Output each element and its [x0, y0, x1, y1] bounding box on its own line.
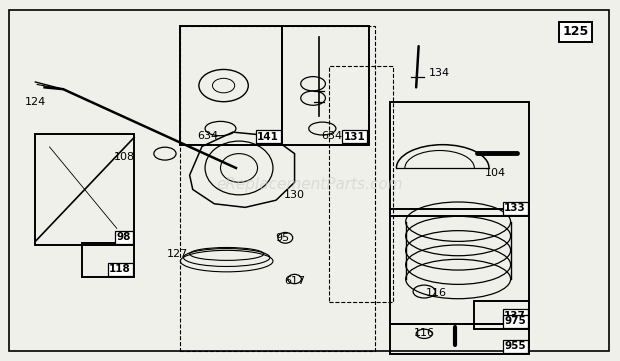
Text: 141: 141 — [257, 132, 279, 142]
Text: 125: 125 — [562, 25, 588, 38]
Text: eReplacementParts.com: eReplacementParts.com — [216, 177, 404, 192]
Text: 104: 104 — [485, 168, 506, 178]
Text: 127: 127 — [167, 249, 188, 259]
Text: 134: 134 — [429, 68, 450, 78]
Text: 116: 116 — [426, 288, 447, 298]
Text: 975: 975 — [504, 316, 526, 326]
Text: 108: 108 — [114, 152, 135, 162]
Text: 130: 130 — [284, 190, 305, 200]
Text: 634: 634 — [198, 131, 219, 141]
Text: 617: 617 — [284, 276, 305, 286]
Text: 955: 955 — [505, 342, 526, 351]
Text: 118: 118 — [109, 264, 131, 274]
Text: 133: 133 — [504, 204, 526, 213]
Text: 131: 131 — [344, 132, 366, 142]
Text: 95: 95 — [275, 233, 290, 243]
Text: 634: 634 — [321, 131, 342, 141]
Text: 137: 137 — [504, 311, 526, 321]
Text: 98: 98 — [117, 232, 131, 242]
Text: 124: 124 — [25, 97, 46, 107]
Text: 116: 116 — [414, 328, 435, 338]
